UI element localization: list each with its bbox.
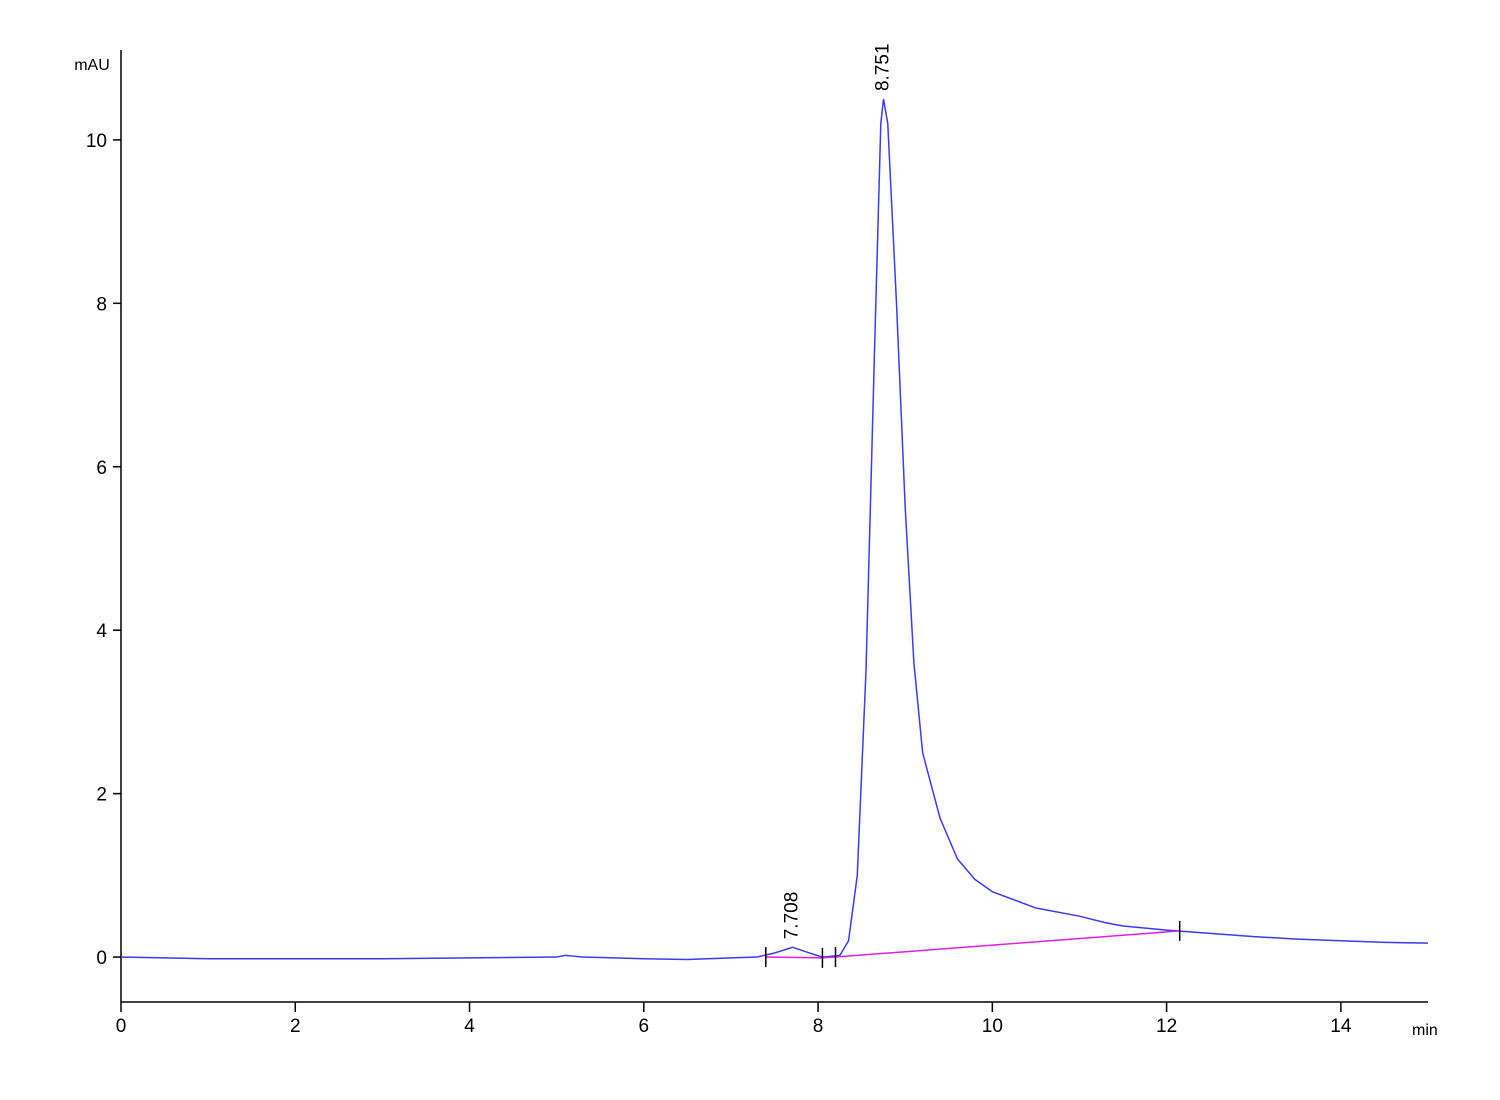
y-tick-label: 8 xyxy=(96,294,107,315)
y-tick-label: 6 xyxy=(96,458,107,479)
x-axis-label: min xyxy=(1412,1022,1438,1039)
series-line xyxy=(120,98,1429,961)
x-tick-label: 8 xyxy=(813,1016,824,1037)
x-tick-label: 4 xyxy=(464,1016,475,1037)
x-tick-label: 6 xyxy=(639,1016,650,1037)
y-axis-label: mAU xyxy=(74,57,110,74)
y-tick-label: 4 xyxy=(96,621,107,642)
y-tick-label: 10 xyxy=(86,131,107,152)
x-tick-label: 2 xyxy=(290,1016,301,1037)
peak-label: 8.751 xyxy=(873,43,894,91)
x-tick-label: 10 xyxy=(982,1016,1003,1037)
x-tick-label: 12 xyxy=(1156,1016,1177,1037)
y-tick-label: 0 xyxy=(96,948,107,969)
x-tick-label: 14 xyxy=(1330,1016,1352,1037)
series-line xyxy=(765,930,1180,959)
x-tick-label: 0 xyxy=(116,1016,127,1037)
peak-label: 7.708 xyxy=(782,892,803,940)
y-tick-label: 2 xyxy=(96,785,107,806)
